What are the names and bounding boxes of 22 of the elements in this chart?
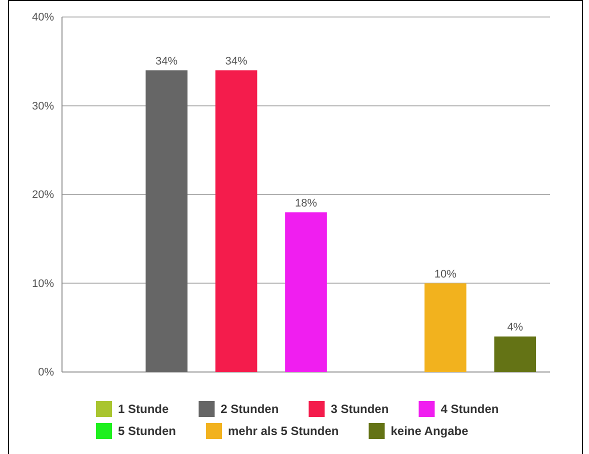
legend-label: 3 Stunden bbox=[330, 402, 389, 416]
legend-label: 4 Stunden bbox=[440, 402, 499, 416]
data-label: 18% bbox=[294, 197, 318, 210]
data-label: 10% bbox=[434, 268, 457, 280]
legend-label: 5 Stunden bbox=[118, 424, 176, 438]
bar bbox=[424, 283, 466, 372]
y-tick-label: 10% bbox=[32, 278, 54, 290]
bar bbox=[494, 336, 536, 372]
y-tick-label: 30% bbox=[32, 100, 54, 112]
bar bbox=[146, 70, 188, 372]
y-tick-label: 20% bbox=[32, 189, 54, 202]
legend-label: keine Angabe bbox=[390, 424, 469, 438]
bar bbox=[285, 212, 327, 372]
legend-label: 2 Stunden bbox=[220, 402, 279, 416]
legend-label: mehr als 5 Stunden bbox=[228, 424, 339, 438]
data-label: 4% bbox=[507, 322, 524, 334]
legend-label: 1 Stunde bbox=[118, 402, 169, 416]
y-tick-label: 40% bbox=[32, 12, 54, 24]
y-tick-label: 0% bbox=[38, 366, 54, 379]
data-label: 34% bbox=[156, 55, 178, 68]
data-label: 34% bbox=[225, 55, 248, 68]
bar bbox=[215, 70, 258, 372]
